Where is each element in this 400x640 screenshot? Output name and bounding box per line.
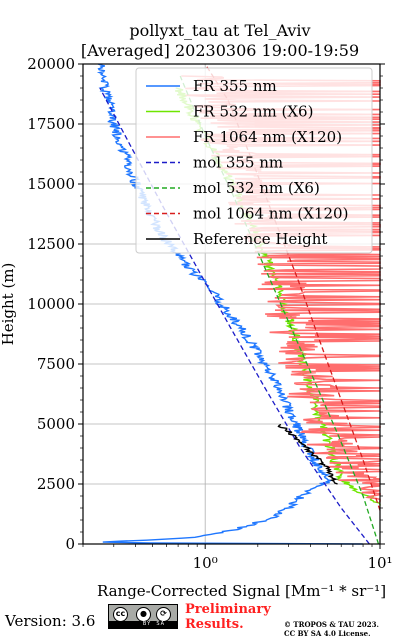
cc-license-badge[interactable]: cc ● ⟳ BY SA: [108, 604, 178, 629]
y-tick-label: 17500: [27, 115, 75, 133]
legend-box: [135, 67, 373, 254]
legend-label-mol-532-nm-x6: mol 532 nm (X6): [193, 179, 320, 197]
y-tick-label: 10000: [27, 295, 75, 313]
attribution-icon: ●: [136, 607, 151, 622]
creative-commons-icon: cc: [113, 607, 128, 622]
chart-title-line-1: pollyxt_tau at Tel_Aviv: [129, 21, 311, 40]
copyright-line-1: © TROPOS & TAU 2023.: [284, 620, 379, 629]
y-tick-label: 12500: [27, 235, 75, 253]
chart-title-line-2: [Averaged] 20230306 19:00-19:59: [80, 41, 360, 60]
x-tick-label: 10¹: [367, 554, 392, 572]
copyright-notice: © TROPOS & TAU 2023. CC BY SA 4.0 Licens…: [284, 620, 379, 638]
legend-label-mol-355-nm: mol 355 nm: [193, 154, 283, 172]
series-line-mol-355-nm: [99, 87, 370, 545]
y-tick-label: 2500: [37, 475, 75, 493]
legend-label-fr-355-nm: FR 355 nm: [193, 77, 277, 95]
x-axis-label: Range-Corrected Signal [Mm⁻¹ * sr⁻¹]: [97, 582, 386, 600]
version-label: Version: 3.6: [5, 612, 96, 630]
preliminary-line-2: Results.: [185, 617, 244, 632]
x-tick-label: 10⁰: [193, 554, 218, 572]
share-alike-icon: ⟳: [156, 607, 171, 622]
preliminary-line-1: Preliminary: [185, 602, 271, 617]
legend-label-fr-532-nm-x6: FR 532 nm (X6): [193, 103, 313, 121]
y-axis-label: Height (m): [0, 263, 17, 346]
legend-label-fr-1064-nm-x120: FR 1064 nm (X120): [193, 128, 342, 146]
y-tick-label: 7500: [37, 355, 75, 373]
legend-label-mol-1064-nm-x120: mol 1064 nm (X120): [193, 205, 348, 223]
signal-profile-plot: FR 355 nm FR 532 nm (X6) FR 1064 nm (X120)…: [0, 55, 393, 600]
y-tick-label: 5000: [37, 415, 75, 433]
y-tick-label: 15000: [27, 175, 75, 193]
y-tick-label: 20000: [27, 55, 75, 73]
badge-sa-label: SA: [156, 621, 165, 627]
y-tick-label: 0: [65, 535, 75, 553]
badge-by-label: BY: [142, 621, 152, 627]
preliminary-notice: Preliminary Results.: [185, 602, 271, 632]
series-line-mol-532-nm-x6: [179, 75, 380, 545]
series-line-reference-height: [277, 423, 339, 485]
badge-strip: BY SA: [109, 621, 177, 628]
copyright-line-2: CC BY SA 4.0 License.: [284, 629, 371, 638]
legend-label-reference-height: Reference Height: [193, 230, 327, 248]
